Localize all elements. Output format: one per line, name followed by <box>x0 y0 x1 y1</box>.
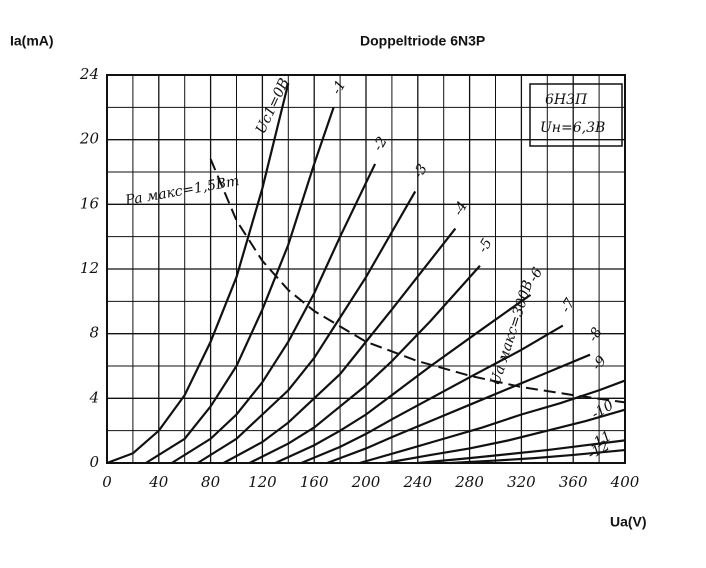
x-tick-label: 160 <box>300 473 329 491</box>
curve-label: -8 <box>585 325 606 345</box>
x-tick-label: 120 <box>248 473 277 491</box>
x-axis-label: Ua(V) <box>610 514 647 530</box>
curve <box>385 408 626 465</box>
y-tick-label: 20 <box>79 130 100 148</box>
x-tick-label: 200 <box>351 473 381 491</box>
x-tick-label: 280 <box>454 473 484 491</box>
curve <box>450 448 626 465</box>
curve <box>300 324 564 465</box>
curve-label: -4 <box>450 199 471 219</box>
curve <box>326 353 591 465</box>
curve-label: -3 <box>410 162 431 182</box>
curve <box>171 163 377 464</box>
x-tick-label: 360 <box>559 473 588 491</box>
curve-label: Uc1=0В <box>253 76 293 137</box>
x-tick-label: 40 <box>148 473 169 491</box>
curve <box>248 265 481 464</box>
x-tick-label: 320 <box>507 473 536 491</box>
y-axis-label: Ia(mA) <box>10 33 54 49</box>
curve-label: -1 <box>329 78 350 98</box>
curve <box>417 439 626 465</box>
plot-frame <box>106 74 626 464</box>
y-tick-label: 4 <box>88 388 99 406</box>
annotation: 6Н3П <box>545 92 588 108</box>
info-box <box>529 83 623 147</box>
y-tick-label: 12 <box>80 259 99 277</box>
y-tick-label: 0 <box>89 453 99 471</box>
curve-label: -7 <box>558 296 579 316</box>
x-tick-label: 80 <box>201 473 221 491</box>
curve-label: -9 <box>589 353 610 374</box>
y-tick-label: 8 <box>89 324 99 342</box>
curve <box>145 106 335 464</box>
curve <box>197 190 417 464</box>
x-tick-label: 0 <box>102 473 112 491</box>
limit-curve <box>209 158 626 404</box>
curve <box>274 293 532 465</box>
y-tick-label: 24 <box>79 65 99 83</box>
x-tick-label: 240 <box>402 473 432 491</box>
curve <box>359 379 626 465</box>
curve-label: -5 <box>475 236 496 256</box>
curve <box>223 227 457 464</box>
y-tick-label: 16 <box>80 194 100 212</box>
x-tick-label: 400 <box>610 473 640 491</box>
curve-label: -2 <box>370 134 391 154</box>
curve <box>106 82 290 465</box>
chart-title: Doppeltriode 6N3P <box>360 33 485 49</box>
